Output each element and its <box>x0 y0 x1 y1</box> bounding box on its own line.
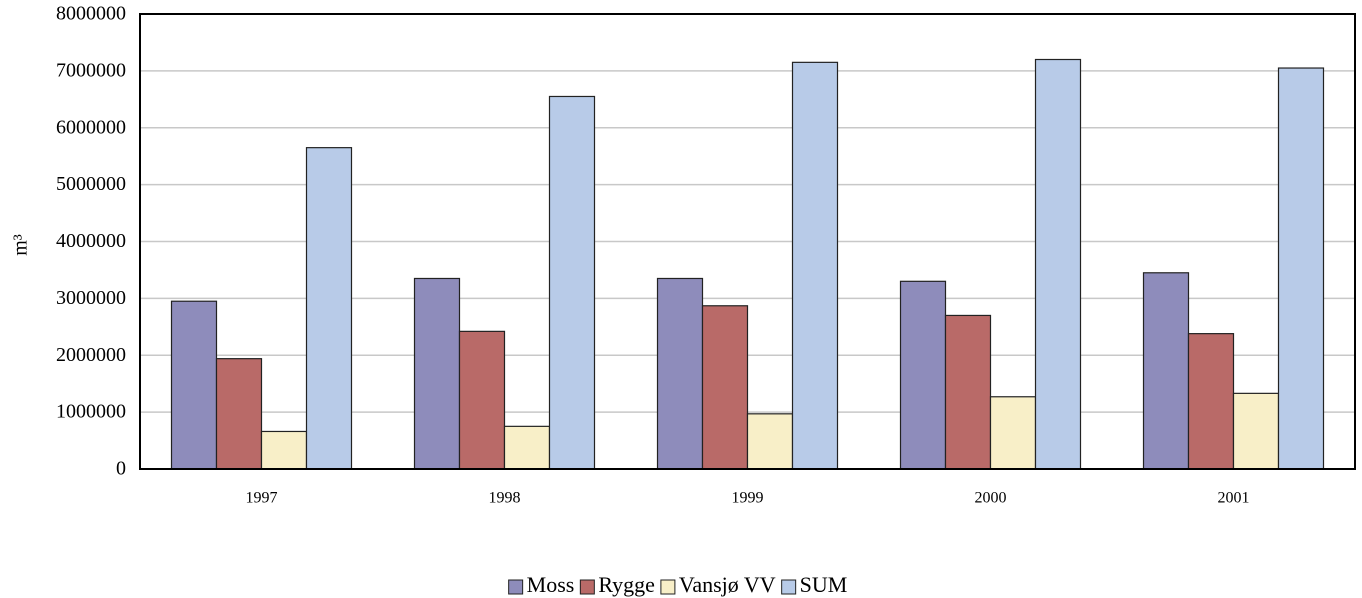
x-tick-label: 1997 <box>246 490 278 507</box>
y-axis-label: m³ <box>10 234 32 256</box>
bar <box>413 277 461 470</box>
legend: Moss Rygge Vansjø VV SUM <box>508 572 848 597</box>
bar <box>215 358 263 470</box>
legend-swatch <box>579 579 595 595</box>
y-tick-label: 5000000 <box>56 173 126 195</box>
bar <box>989 396 1037 470</box>
y-tick-label: 4000000 <box>56 230 126 252</box>
bar <box>1232 392 1280 470</box>
bar <box>944 314 992 470</box>
bar <box>548 95 596 470</box>
legend-swatch <box>508 579 524 595</box>
legend-label: Moss <box>527 572 575 597</box>
plot-frame <box>139 13 1356 470</box>
bar <box>170 300 218 470</box>
y-tick-label: 2000000 <box>56 344 126 366</box>
y-tick-label: 7000000 <box>56 59 126 81</box>
bar <box>899 280 947 470</box>
bar <box>701 305 749 470</box>
bar <box>1187 333 1235 470</box>
bar <box>503 425 551 470</box>
legend-swatch <box>781 579 797 595</box>
bar <box>791 61 839 470</box>
legend-label: Vansjø VV <box>679 572 776 597</box>
bar <box>1277 67 1325 470</box>
bar <box>260 430 308 470</box>
legend-swatch <box>660 579 676 595</box>
bar <box>1142 272 1190 470</box>
y-tick-label: 1000000 <box>56 401 126 423</box>
bar <box>746 413 794 470</box>
y-tick-label: 6000000 <box>56 116 126 138</box>
x-tick-label: 2000 <box>975 490 1007 507</box>
bar <box>458 330 506 470</box>
bar <box>1034 58 1082 470</box>
legend-label: SUM <box>800 572 848 597</box>
y-tick-label: 3000000 <box>56 287 126 309</box>
legend-label: Rygge <box>598 572 655 597</box>
x-tick-label: 1998 <box>489 490 521 507</box>
x-tick-label: 2001 <box>1218 490 1250 507</box>
bar <box>305 147 353 470</box>
y-tick-label: 8000000 <box>56 3 126 25</box>
y-tick-label: 0 <box>116 458 126 480</box>
x-tick-label: 1999 <box>732 490 764 507</box>
bar <box>656 277 704 470</box>
